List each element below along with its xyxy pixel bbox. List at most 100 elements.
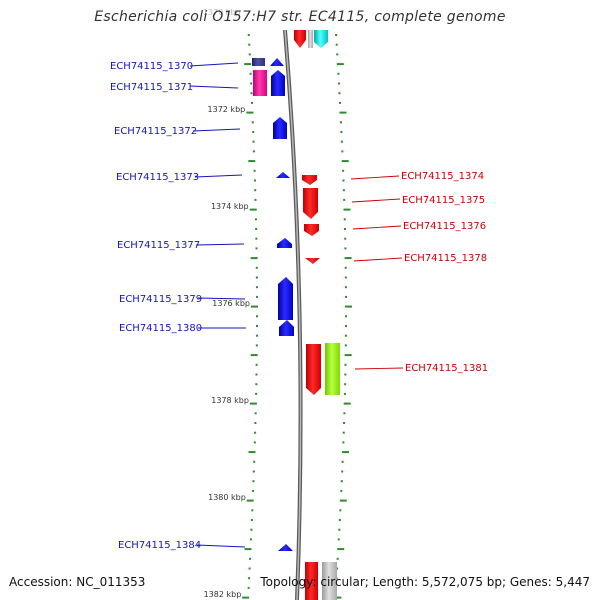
tick-mark <box>343 422 346 424</box>
tick-mark <box>344 373 347 376</box>
tick-mark <box>252 480 255 483</box>
tick-mark <box>340 480 343 483</box>
gene-bar-red-bottom <box>305 562 318 600</box>
tick-mark <box>255 334 258 337</box>
kbp-tick-label: 1370 kbp <box>203 8 241 17</box>
tick-mark <box>254 189 257 192</box>
tick-mark <box>344 295 347 298</box>
gene-arrow-red-top <box>294 30 306 48</box>
tick-mark <box>248 43 251 46</box>
tick-mark <box>251 509 254 512</box>
tick-mark <box>250 354 258 357</box>
kbp-scale: 1370 kbp 1372 kbp 1374 kbp 1376 kbp 1378 kbp… <box>203 8 250 599</box>
genome-backbone-highlight <box>284 29 302 600</box>
gene-label-1374[interactable]: ECH74115_1374 <box>401 171 484 182</box>
tick-mark <box>251 121 254 124</box>
gene-1372-arrow <box>273 117 287 139</box>
gene-1381-arrow <box>306 344 321 395</box>
tick-mark <box>335 34 338 36</box>
gene-label-1372[interactable]: ECH74115_1372 <box>114 126 197 137</box>
gene-1381-lime <box>325 343 340 395</box>
tick-mark <box>254 412 257 415</box>
tick-mark <box>338 528 341 531</box>
tick-mark <box>344 257 352 260</box>
tick-mark <box>250 305 258 308</box>
tick-mark <box>337 72 340 75</box>
tick-marks <box>242 34 352 599</box>
tick-mark <box>255 392 258 395</box>
gene-label-1373[interactable]: ECH74115_1373 <box>116 172 199 183</box>
gene-1378-arrow <box>305 258 320 264</box>
gene-label-1371[interactable]: ECH74115_1371 <box>110 82 193 93</box>
gene-label-1379[interactable]: ECH74115_1379 <box>119 294 202 305</box>
genome-title: Escherichia coli O157:H7 str. EC4115, co… <box>94 9 506 25</box>
tick-mark <box>344 354 352 357</box>
tick-mark <box>248 451 256 454</box>
tick-mark <box>343 412 346 415</box>
tick-mark <box>342 189 345 192</box>
tick-mark <box>249 557 252 560</box>
gene-bar-grey-bottom <box>322 562 337 600</box>
tick-mark <box>341 460 344 463</box>
gene-label-1377[interactable]: ECH74115_1377 <box>117 240 200 251</box>
tick-mark <box>255 295 258 298</box>
gene-label-1376[interactable]: ECH74115_1376 <box>403 221 486 232</box>
tick-mark <box>253 179 256 182</box>
tick-mark <box>344 383 347 386</box>
kbp-tick-label: 1382 kbp <box>204 590 242 599</box>
tick-mark <box>254 198 257 201</box>
tick-mark <box>343 218 346 221</box>
gene-1377-arrow <box>277 238 292 248</box>
tick-mark <box>250 528 253 531</box>
tick-mark <box>342 179 345 182</box>
tick-mark <box>249 538 252 541</box>
tick-mark <box>340 131 343 133</box>
gene-1370-arrow <box>270 58 284 66</box>
tick-mark <box>250 82 253 85</box>
tick-mark <box>335 43 338 46</box>
tick-mark <box>343 392 346 395</box>
tick-mark <box>339 499 347 502</box>
tick-mark <box>334 596 342 599</box>
tick-mark <box>336 63 344 66</box>
kbp-tick-label: 1372 kbp <box>208 105 246 114</box>
gene-1371-arrow <box>271 70 285 96</box>
tick-mark <box>343 198 346 201</box>
gene-1373-arrow <box>276 172 290 178</box>
tick-mark <box>344 276 347 279</box>
gene-arrow-cyan-top <box>314 30 328 48</box>
genome-summary-text: Topology: circular; Length: 5,572,075 bp… <box>260 575 590 589</box>
accession-text: Accession: NC_011353 <box>9 575 146 589</box>
tick-mark <box>252 489 255 492</box>
tick-mark <box>249 208 257 211</box>
tick-mark <box>255 315 258 318</box>
tick-mark <box>254 431 257 434</box>
tick-mark <box>255 228 258 230</box>
tick-mark <box>338 101 341 104</box>
tick-mark <box>341 150 344 153</box>
tick-mark <box>247 34 250 36</box>
gene-1384-arrow <box>278 544 293 551</box>
tick-mark <box>338 92 341 95</box>
gene-1380-arrow <box>279 320 294 336</box>
gene-label-1381[interactable]: ECH74115_1381 <box>405 363 488 374</box>
tick-mark <box>254 422 257 424</box>
tick-mark <box>342 431 345 434</box>
gene-label-1378[interactable]: ECH74115_1378 <box>404 253 487 264</box>
gene-label-1375[interactable]: ECH74115_1375 <box>402 195 485 206</box>
tick-mark <box>342 169 345 172</box>
tick-mark <box>344 305 352 308</box>
tick-mark <box>255 363 258 366</box>
tick-mark <box>344 344 347 347</box>
kbp-tick-label: 1374 kbp <box>211 202 249 211</box>
tick-mark <box>250 519 253 521</box>
tick-mark <box>255 266 258 269</box>
tick-mark <box>340 140 343 143</box>
gene-label-1380[interactable]: ECH74115_1380 <box>119 323 202 334</box>
gene-label-1384[interactable]: ECH74115_1384 <box>118 540 201 551</box>
tick-mark <box>249 72 252 75</box>
gene-label-1370[interactable]: ECH74115_1370 <box>110 61 193 72</box>
tick-mark <box>250 101 253 104</box>
tick-mark <box>250 257 258 260</box>
